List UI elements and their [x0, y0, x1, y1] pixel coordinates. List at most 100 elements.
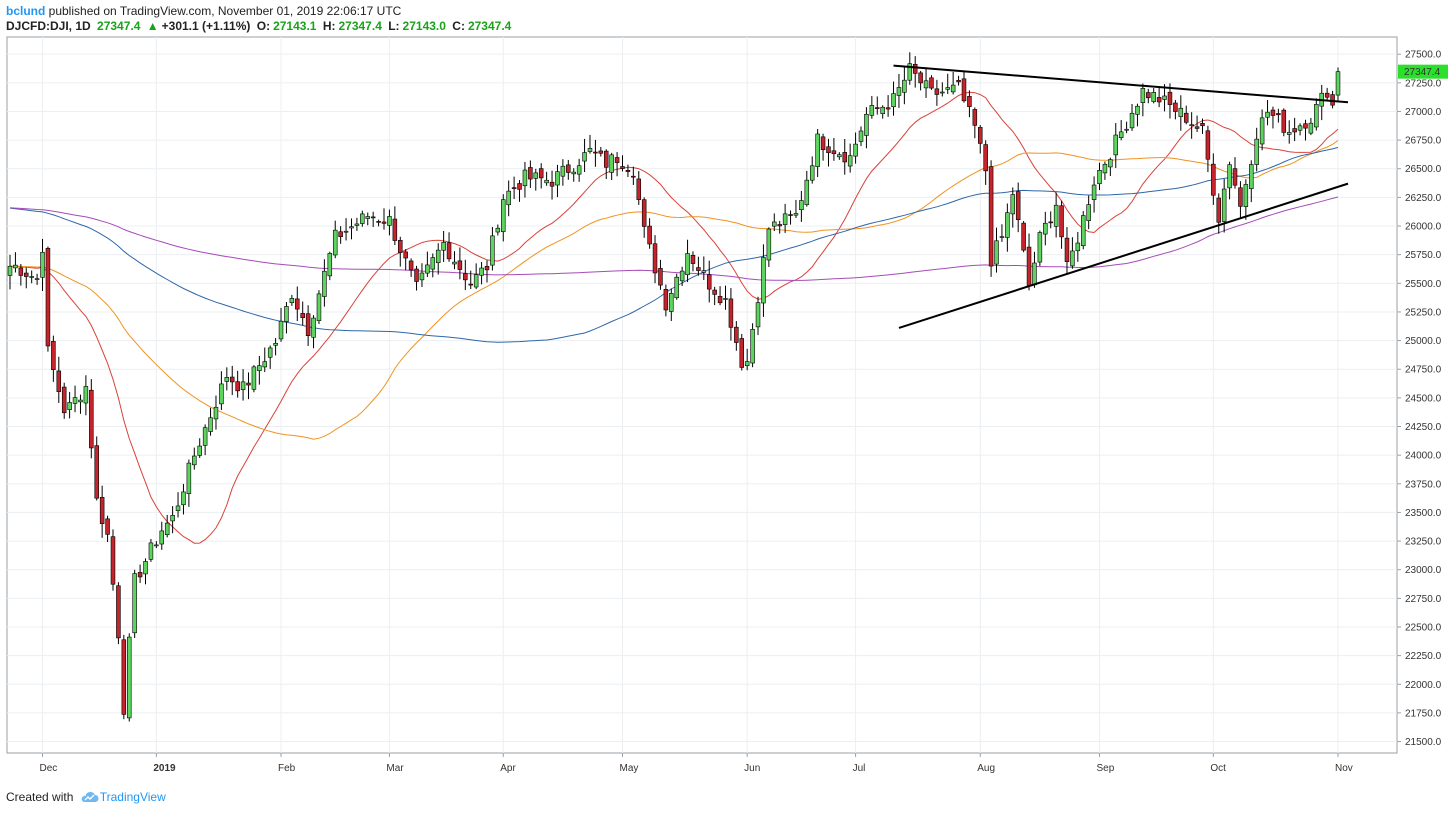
- candle-up: [40, 251, 45, 278]
- candle-down: [24, 272, 29, 277]
- tradingview-cloud-icon: [81, 791, 99, 802]
- candle-up: [674, 276, 679, 299]
- candle-down: [538, 168, 544, 179]
- y-tick-label: 27500.0: [1405, 50, 1442, 61]
- candle-up: [994, 240, 999, 265]
- candle-down: [598, 150, 604, 154]
- candle-down: [1232, 168, 1238, 186]
- candle-up: [793, 213, 799, 216]
- candle-down: [376, 221, 381, 223]
- candle-down: [967, 96, 972, 107]
- candle-down: [1238, 187, 1243, 207]
- candle-down: [1183, 112, 1189, 123]
- candle-down: [463, 273, 468, 281]
- y-tick-label: 24750.0: [1405, 365, 1442, 376]
- candle-up: [354, 223, 360, 226]
- ohlc-legend: DJCFD:DJI, 1D 27347.4 ▲ +301.1 (+1.11%) O…: [6, 19, 514, 33]
- candle-up: [1070, 250, 1075, 267]
- candle-up: [186, 462, 192, 494]
- candle-up: [544, 179, 549, 184]
- candle-down: [929, 77, 934, 89]
- candle-up: [837, 154, 842, 158]
- candle-up: [1005, 212, 1010, 238]
- candle-up: [479, 267, 484, 276]
- candle-up: [1308, 122, 1314, 134]
- candle-up: [273, 343, 278, 346]
- candle-up: [1286, 132, 1292, 135]
- candle-up: [1314, 104, 1319, 128]
- candle-up: [880, 106, 885, 114]
- candle-down: [1216, 197, 1222, 223]
- candle-down: [370, 216, 376, 219]
- candle-down: [1167, 91, 1173, 105]
- candle-up: [853, 143, 858, 157]
- candle-up: [495, 227, 501, 233]
- candle-up: [332, 229, 338, 256]
- candle-up: [869, 105, 875, 116]
- candle-down: [614, 157, 620, 163]
- candle-down: [1330, 94, 1335, 106]
- candle-down: [1048, 221, 1053, 224]
- candle-up: [815, 133, 820, 167]
- candle-up: [1043, 222, 1048, 235]
- candle-up: [1243, 184, 1249, 207]
- trendline-resistance[interactable]: [893, 64, 1349, 104]
- candle-down: [663, 289, 669, 311]
- candle-up: [311, 317, 316, 338]
- candle-up: [175, 505, 181, 511]
- tradingview-brand-link[interactable]: TradingView: [99, 790, 166, 804]
- candle-down: [403, 251, 408, 259]
- candle-up: [267, 347, 273, 358]
- plot-area[interactable]: [6, 36, 1398, 754]
- candle-up: [576, 165, 582, 175]
- candle-up: [435, 249, 441, 264]
- candle-up: [192, 455, 197, 466]
- candle-up: [761, 257, 766, 304]
- candle-up: [902, 79, 907, 93]
- candle-down: [246, 382, 251, 386]
- candle-up: [685, 253, 690, 276]
- x-tick-label: Feb: [278, 763, 296, 774]
- author-name[interactable]: bclund: [6, 4, 46, 18]
- change-arrow-icon: ▲: [146, 19, 159, 33]
- candle-down: [842, 152, 847, 163]
- candle-up: [251, 366, 257, 390]
- candle-up: [923, 80, 929, 89]
- candle-up: [452, 261, 457, 265]
- y-tick-label: 26750.0: [1405, 136, 1442, 147]
- candle-up: [322, 270, 327, 297]
- candle-up: [13, 264, 18, 269]
- candle-up: [154, 544, 159, 547]
- candle-down: [511, 187, 517, 189]
- candle-down: [934, 88, 940, 95]
- candle-up: [316, 293, 322, 321]
- candle-down: [45, 247, 51, 347]
- y-tick-label: 24000.0: [1405, 451, 1442, 462]
- candle-up: [669, 293, 674, 312]
- trendline-support[interactable]: [898, 182, 1349, 329]
- y-tick-label: 22250.0: [1405, 651, 1442, 662]
- candle-down: [1205, 130, 1211, 160]
- candle-up: [360, 213, 365, 224]
- candle-down: [99, 496, 105, 524]
- candle-up: [1254, 138, 1259, 165]
- symbol-label: DJCFD:DJI, 1D: [6, 19, 91, 33]
- candle-down: [457, 260, 463, 270]
- candle-up: [522, 169, 528, 187]
- candle-up: [289, 298, 295, 303]
- candle-up: [1108, 159, 1113, 168]
- high-value: 27347.4: [338, 19, 382, 33]
- ma20-line: [9, 91, 1339, 544]
- candle-up: [1162, 95, 1167, 100]
- candle-down: [788, 214, 793, 216]
- candle-down: [717, 296, 723, 304]
- candle-down: [89, 389, 94, 449]
- x-tick-label: Jul: [853, 763, 866, 774]
- candle-up: [208, 417, 213, 432]
- y-axis: 27500.0 27250.0 27000.0 26750.0 26500.0 26250…: [1397, 50, 1442, 748]
- y-tick-label: 25500.0: [1405, 279, 1442, 290]
- candle-up: [533, 172, 539, 179]
- candle-down: [1276, 113, 1281, 116]
- x-tick-label: Nov: [1335, 763, 1353, 774]
